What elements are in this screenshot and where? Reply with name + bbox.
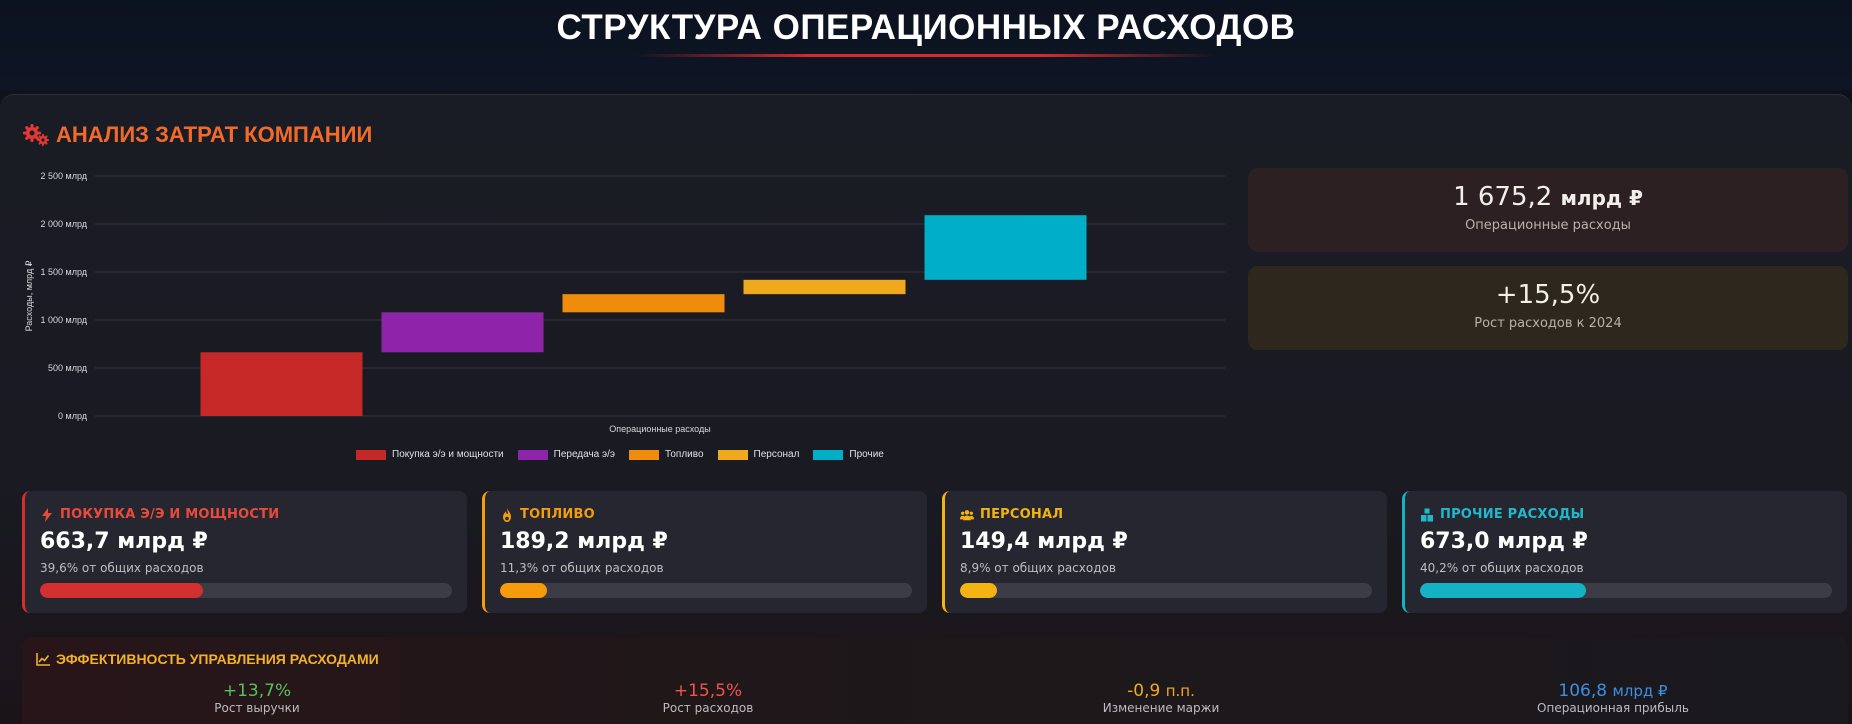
efficiency-value: +15,5%	[673, 681, 743, 701]
section-title: АНАЛИЗ ЗАТРАТ КОМПАНИИ	[22, 120, 372, 150]
legend-swatch	[629, 449, 660, 460]
y-tick-label: 2 500 млрд	[40, 171, 87, 181]
y-tick-label: 0 млрд	[58, 411, 88, 421]
card-share-text: 8,9% от общих расходов	[960, 561, 1116, 575]
x-axis-label: Операционные расходы	[609, 424, 710, 434]
metric-growth-label: Рост расходов к 2024	[1474, 316, 1622, 331]
cost-card-purchase: ПОКУПКА Э/Э И МОЩНОСТИ 663,7 млрд ₽ 39,6…	[22, 491, 467, 613]
card-progress-track	[1420, 583, 1832, 598]
metric-opex: 1 675,2 млрд ₽ Операционные расходы	[1248, 168, 1848, 252]
card-header: ПЕРСОНАЛ	[960, 507, 1063, 522]
legend-label: Персонал	[753, 449, 800, 460]
metric-growth-value: +15,5%	[1495, 280, 1601, 310]
gears-icon	[23, 124, 49, 146]
y-tick-label: 1 500 млрд	[40, 267, 87, 277]
legend-item[interactable]: Персонал	[717, 449, 800, 460]
card-value: 663,7 млрд ₽	[40, 529, 208, 554]
efficiency-value: +13,7%	[222, 681, 292, 701]
efficiency-label: Изменение маржи	[1102, 701, 1220, 715]
y-axis-label: Расходы, млрд ₽	[24, 260, 34, 331]
card-value: 149,4 млрд ₽	[960, 529, 1128, 554]
legend-item[interactable]: Прочие	[813, 449, 884, 460]
metric-growth: +15,5% Рост расходов к 2024	[1248, 266, 1848, 350]
card-header: ТОПЛИВО	[500, 507, 595, 522]
waterfall-bar	[200, 352, 363, 416]
lightning-icon	[42, 507, 52, 522]
cost-card-personnel: ПЕРСОНАЛ 149,4 млрд ₽ 8,9% от общих расх…	[942, 491, 1387, 613]
top-bar	[0, 0, 1852, 90]
card-title: ПЕРСОНАЛ	[980, 507, 1064, 522]
efficiency-margin-change: -0,9 п.п. Изменение маржи	[1011, 681, 1311, 715]
chart-legend: Покупка э/э и мощности Передача э/э Топлив…	[356, 449, 884, 460]
efficiency-cost-growth: +15,5% Рост расходов	[558, 681, 858, 715]
users-icon	[960, 509, 974, 520]
legend-label: Топливо	[665, 449, 704, 460]
card-value: 189,2 млрд ₽	[500, 529, 668, 554]
efficiency-value: -0,9 п.п.	[1127, 681, 1195, 701]
card-progress-track	[40, 583, 452, 598]
metric-opex-label: Операционные расходы	[1465, 218, 1631, 233]
efficiency-label: Рост выручки	[214, 701, 300, 715]
legend-label: Передача э/э	[553, 449, 616, 460]
waterfall-bar	[381, 312, 544, 353]
efficiency-operating-profit: 106,8 млрд ₽ Операционная прибыль	[1463, 681, 1763, 715]
card-progress-fill	[500, 583, 547, 598]
legend-item[interactable]: Покупка э/э и мощности	[356, 449, 504, 460]
efficiency-value: 106,8 млрд ₽	[1558, 681, 1668, 701]
waterfall-bar	[743, 279, 906, 295]
card-progress-fill	[960, 583, 997, 598]
y-tick-label: 1 000 млрд	[40, 315, 87, 325]
line-chart-icon	[36, 652, 50, 666]
boxes-icon	[1421, 508, 1433, 521]
card-title: ТОПЛИВО	[520, 507, 595, 522]
card-title: ПОКУПКА Э/Э И МОЩНОСТИ	[60, 507, 280, 522]
waterfall-chart: 0 млрд 500 млрд 1 000 млрд 1 500 млрд 2 000 …	[24, 171, 1225, 434]
efficiency-label: Операционная прибыль	[1537, 701, 1689, 715]
card-title: ПРОЧИЕ РАСХОДЫ	[1440, 507, 1585, 522]
metric-opex-value: 1 675,2 млрд ₽	[1453, 182, 1643, 212]
cost-card-other: ПРОЧИЕ РАСХОДЫ 673,0 млрд ₽ 40,2% от общ…	[1402, 491, 1847, 613]
efficiency-revenue-growth: +13,7% Рост выручки	[107, 681, 407, 715]
card-progress-fill	[1420, 583, 1586, 598]
card-header: ПРОЧИЕ РАСХОДЫ	[1420, 507, 1584, 522]
efficiency-title: ЭФФЕКТИВНОСТЬ УПРАВЛЕНИЯ РАСХОДАМИ	[36, 651, 379, 667]
card-header: ПОКУПКА Э/Э И МОЩНОСТИ	[40, 507, 279, 522]
card-progress-track	[500, 583, 912, 598]
fire-icon	[503, 507, 511, 522]
card-progress-fill	[40, 583, 204, 598]
section-title-text: АНАЛИЗ ЗАТРАТ КОМПАНИИ	[56, 122, 373, 147]
card-value: 673,0 млрд ₽	[1420, 529, 1588, 554]
legend-swatch	[717, 449, 748, 460]
title-underline	[634, 54, 1218, 57]
y-tick-label: 500 млрд	[48, 363, 88, 373]
legend-swatch	[356, 449, 386, 460]
legend-label: Прочие	[849, 449, 884, 460]
legend-item[interactable]: Топливо	[629, 449, 704, 460]
cost-card-fuel: ТОПЛИВО 189,2 млрд ₽ 11,3% от общих расх…	[482, 491, 927, 613]
page-title: СТРУКТУРА ОПЕРАЦИОННЫХ РАСХОДОВ	[556, 8, 1296, 47]
card-share-text: 40,2% от общих расходов	[1420, 561, 1584, 575]
waterfall-bar	[924, 215, 1087, 280]
card-progress-track	[960, 583, 1372, 598]
card-share-text: 11,3% от общих расходов	[500, 561, 664, 575]
y-tick-label: 2 000 млрд	[40, 219, 87, 229]
waterfall-bar	[562, 294, 725, 313]
efficiency-title-text: ЭФФЕКТИВНОСТЬ УПРАВЛЕНИЯ РАСХОДАМИ	[56, 651, 379, 667]
card-share-text: 39,6% от общих расходов	[40, 561, 204, 575]
legend-swatch	[813, 449, 844, 460]
legend-label: Покупка э/э и мощности	[392, 449, 504, 460]
legend-swatch	[517, 449, 548, 460]
legend-item[interactable]: Передача э/э	[517, 449, 616, 460]
efficiency-panel	[22, 637, 1848, 724]
efficiency-label: Рост расходов	[662, 701, 754, 715]
